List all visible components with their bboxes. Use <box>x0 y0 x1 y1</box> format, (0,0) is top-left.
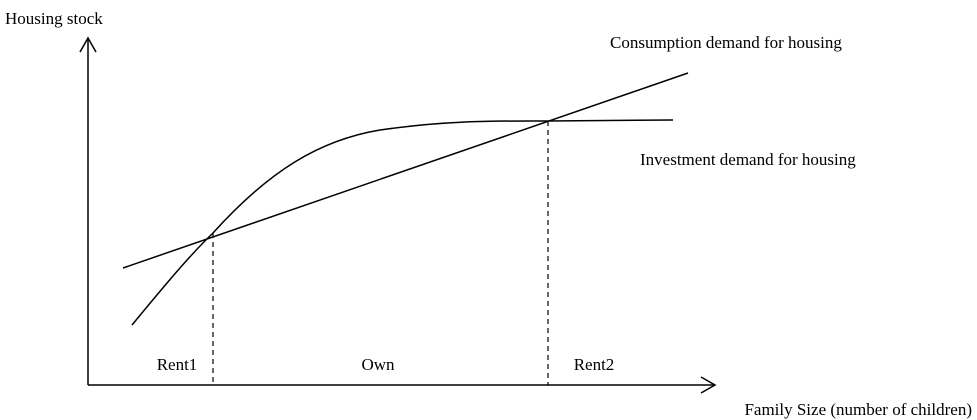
region-label: Rent2 <box>574 355 615 374</box>
y-axis-label: Housing stock <box>5 9 103 28</box>
curve-label: Consumption demand for housing <box>610 33 842 52</box>
x-axis-arrow <box>700 376 717 394</box>
investment-curve <box>131 119 674 326</box>
region-label: Own <box>361 355 395 374</box>
consumption-line <box>122 72 689 269</box>
curve-label: Investment demand for housing <box>640 150 856 169</box>
region-label: Rent1 <box>157 355 198 374</box>
y-axis-arrow <box>79 36 97 53</box>
x-axis-label: Family Size (number of children) <box>744 400 972 419</box>
